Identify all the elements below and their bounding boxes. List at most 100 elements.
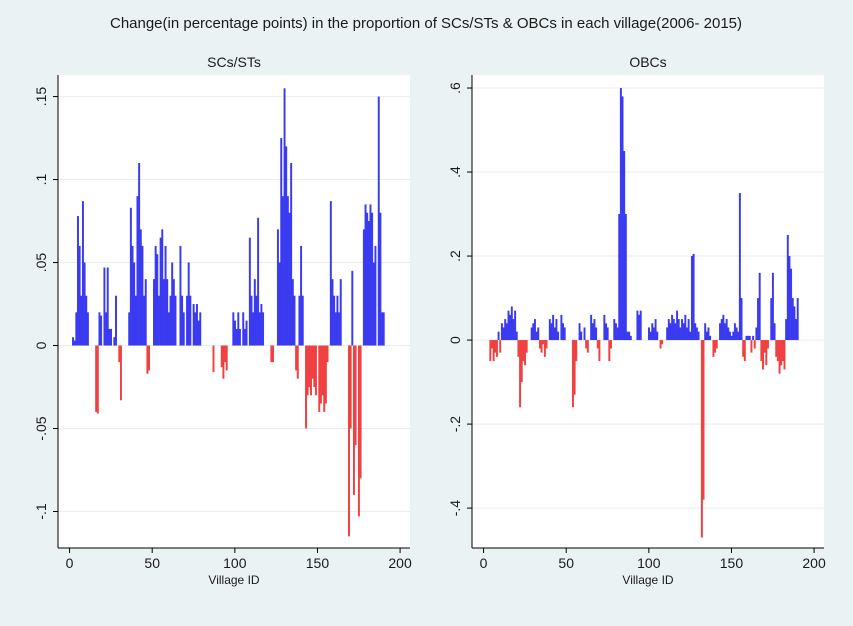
bar: [562, 323, 565, 341]
bar: [783, 340, 786, 370]
bar: [153, 279, 155, 346]
bar: [522, 340, 525, 362]
bar: [167, 312, 170, 346]
bar: [684, 314, 687, 341]
bar: [553, 327, 556, 341]
bar: [509, 314, 512, 341]
bar: [692, 253, 695, 341]
bar: [605, 323, 607, 341]
bar: [258, 312, 261, 346]
bar: [321, 345, 324, 396]
bar: [354, 345, 357, 446]
bar: [257, 217, 260, 346]
x-tick-label: 100: [223, 555, 247, 571]
bar: [514, 310, 517, 341]
bar: [747, 335, 750, 341]
bar: [83, 262, 86, 346]
bar: [199, 312, 202, 346]
bar: [334, 312, 337, 346]
bar: [278, 262, 281, 346]
bar: [687, 319, 690, 341]
bar: [575, 340, 578, 362]
bar: [252, 312, 255, 346]
bar: [283, 88, 286, 346]
bar: [339, 279, 342, 346]
bar: [377, 96, 380, 346]
bar: [359, 345, 362, 479]
y-tick-label: .1: [33, 174, 49, 186]
bar: [497, 331, 500, 341]
bar: [613, 319, 616, 341]
bar: [545, 340, 548, 349]
y-tick-label: 0: [33, 341, 49, 349]
bar: [727, 327, 730, 341]
bar: [491, 340, 493, 349]
bar: [786, 235, 789, 341]
bar: [311, 345, 314, 379]
bar: [583, 327, 586, 341]
bar: [725, 319, 728, 341]
bar: [186, 295, 189, 346]
bar: [679, 327, 682, 341]
bar: [550, 323, 553, 341]
bar: [616, 327, 619, 341]
bar: [364, 204, 367, 346]
bar: [715, 340, 718, 349]
bar: [118, 345, 121, 363]
bar: [225, 345, 228, 371]
bar: [543, 340, 546, 357]
bar: [795, 319, 798, 341]
panel: SCs/STs -.1 -.05 0 .05 .1 .15 0 50 100 150 200 Villa…: [33, 54, 412, 587]
bar: [374, 245, 377, 346]
bar: [139, 229, 142, 346]
bar: [369, 204, 372, 346]
bar: [745, 335, 748, 341]
bar: [80, 295, 83, 346]
bar: [694, 323, 697, 341]
bar: [533, 319, 536, 341]
bar: [762, 340, 764, 370]
bar: [785, 319, 788, 341]
bar: [329, 201, 332, 346]
bar: [778, 340, 781, 374]
x-tick-label: 0: [66, 555, 74, 571]
bar: [238, 328, 241, 346]
bar: [638, 314, 641, 341]
bar: [773, 323, 776, 341]
bar: [295, 345, 298, 371]
bar: [560, 314, 563, 341]
bar: [351, 270, 354, 346]
bar: [324, 345, 327, 404]
bar: [96, 345, 99, 414]
bar: [499, 340, 502, 353]
bar: [557, 331, 560, 341]
bar: [676, 310, 679, 341]
bar: [552, 314, 555, 341]
bar: [110, 328, 113, 346]
bar: [636, 310, 639, 341]
bar: [166, 279, 169, 346]
bar: [224, 345, 227, 363]
bar: [766, 340, 769, 349]
bar: [164, 245, 167, 346]
bar: [649, 331, 652, 341]
bar: [722, 314, 725, 341]
bar: [788, 256, 791, 341]
bar: [272, 345, 274, 363]
bar: [95, 345, 98, 412]
bar: [194, 312, 197, 346]
bar: [357, 345, 360, 517]
bar: [538, 340, 541, 349]
bar: [796, 298, 799, 341]
bar: [106, 267, 109, 346]
bar: [113, 337, 116, 346]
bar: [537, 327, 540, 341]
bar: [507, 310, 510, 341]
bar: [100, 315, 103, 346]
bar: [540, 340, 543, 353]
bar: [156, 254, 159, 346]
bar: [775, 340, 778, 357]
panel: OBCs -.4 -.2 0 .2 .4 .6 0 50 100 150 200 Village ID: [447, 54, 826, 587]
bar: [314, 345, 317, 396]
bar: [381, 312, 384, 346]
